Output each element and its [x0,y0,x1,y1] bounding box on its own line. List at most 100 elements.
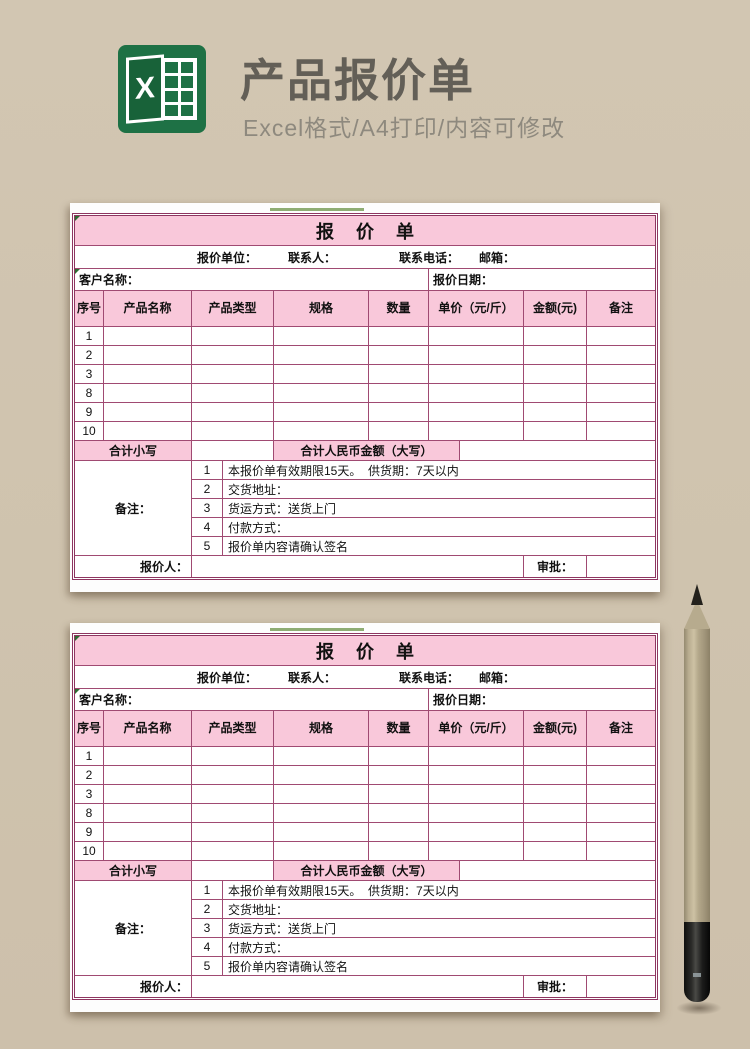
table-cell [191,365,273,383]
row-number: 10 [82,424,96,438]
excel-logo-icon: X [118,45,206,133]
table-row: 2 [75,345,655,364]
sheet-title-row: 报价单 [75,216,655,245]
row-number: 2 [85,348,93,362]
table-cell [273,403,368,421]
table-cell [103,785,191,803]
total-caps-value [459,441,655,460]
note-text: 交货地址： [222,480,655,498]
table-cell [273,346,368,364]
note-row: 5 报价单内容请确认签名 [192,956,655,975]
table-cell [103,842,191,860]
table-cell [523,823,586,841]
table-cell [523,327,586,345]
table-cell [368,384,428,402]
table-cell [191,766,273,784]
table-cell [523,766,586,784]
total-caps-label: 合计人民币金额（大写） [273,861,459,880]
notes-label: 备注： [114,921,151,936]
table-cell [103,422,191,440]
column-header-row: 序号 产品名称 产品类型 规格 数量 单价（元/斤） 金额(元) 备注 [75,710,655,746]
row-number: 3 [85,787,93,801]
table-cell [523,804,586,822]
quoter-label: 报价人： [139,980,188,994]
note-text: 本报价单有效期限15天。 供货期：7天以内 [222,881,655,899]
note-text: 报价单内容请确认签名 [222,957,655,975]
notes-section: 备注： 1 本报价单有效期限15天。 供货期：7天以内 2 交货地址： 3 货运… [75,880,655,975]
quotation-sheet-1: 报价单 报价单位： 联系人： 联系电话： 邮箱： 客户名称： 报价日期： 序号 … [70,203,660,592]
table-row: 8 [75,383,655,402]
table-cell [523,403,586,421]
total-numeric-label: 合计小写 [75,441,191,460]
table-cell [428,422,523,440]
excel-selection-artifact [270,208,364,211]
table-cell [586,365,655,383]
table-cell [103,823,191,841]
table-cell [586,785,655,803]
phone-label: 联系电话： [399,670,460,685]
note-number: 5 [203,959,211,973]
column-header-row: 序号 产品名称 产品类型 规格 数量 单价（元/斤） 金额(元) 备注 [75,290,655,326]
col-header-qty: 数量 [368,291,428,326]
table-cell [368,327,428,345]
col-header-unit-price: 单价（元/斤） [428,291,523,326]
col-header-product-type: 产品类型 [191,711,273,746]
table-cell [428,785,523,803]
table-cell [586,766,655,784]
col-header-product-type: 产品类型 [191,291,273,326]
note-number: 3 [203,501,211,515]
info-row: 报价单位： 联系人： 联系电话： 邮箱： [75,245,655,268]
cell-corner-marker [75,216,80,221]
col-header-remark: 备注 [586,291,655,326]
note-text: 本报价单有效期限15天。 供货期：7天以内 [222,461,655,479]
table-cell [273,823,368,841]
note-text: 货运方式：送货上门 [222,919,655,937]
client-name-label: 客户名称： [79,693,140,707]
pencil-body [684,628,710,922]
totals-row: 合计小写 合计人民币金额（大写） [75,860,655,880]
table-cell [191,842,273,860]
cell-corner-marker [75,269,80,274]
table-cell [586,842,655,860]
quoter-value [191,976,523,997]
sheet-title: 报价单 [316,641,436,662]
table-cell [428,842,523,860]
quoter-value [191,556,523,577]
quote-date-label: 报价日期： [433,693,494,707]
approver-value [586,976,655,997]
approver-value [586,556,655,577]
table-cell [523,842,586,860]
table-cell [586,403,655,421]
row-number: 9 [85,825,93,839]
table-cell [191,785,273,803]
table-cell [523,365,586,383]
note-number: 3 [203,921,211,935]
note-row: 2 交货地址： [192,899,655,918]
quotation-sheet-2: 报价单 报价单位： 联系人： 联系电话： 邮箱： 客户名称： 报价日期： 序号 … [70,623,660,1012]
table-cell [368,842,428,860]
note-row: 1 本报价单有效期限15天。 供货期：7天以内 [192,461,655,479]
note-text: 付款方式： [222,518,655,536]
contact-label: 联系人： [288,670,337,685]
total-numeric-value [191,441,273,460]
table-cell [191,384,273,402]
col-header-unit-price: 单价（元/斤） [428,711,523,746]
table-cell [523,785,586,803]
table-cell [273,804,368,822]
table-cell [428,365,523,383]
table-cell [368,747,428,765]
email-label: 邮箱： [479,250,516,265]
table-cell [428,804,523,822]
table-cell [103,403,191,421]
note-number: 1 [203,463,211,477]
table-cell [273,327,368,345]
quote-date-label: 报价日期： [433,273,494,287]
cell-corner-marker [75,636,80,641]
note-number: 4 [203,520,211,534]
col-header-product-name: 产品名称 [103,711,191,746]
table-row: 8 [75,803,655,822]
row-number: 9 [85,405,93,419]
table-row: 9 [75,822,655,841]
signature-row: 报价人： 审批： [75,555,655,577]
note-number: 4 [203,940,211,954]
